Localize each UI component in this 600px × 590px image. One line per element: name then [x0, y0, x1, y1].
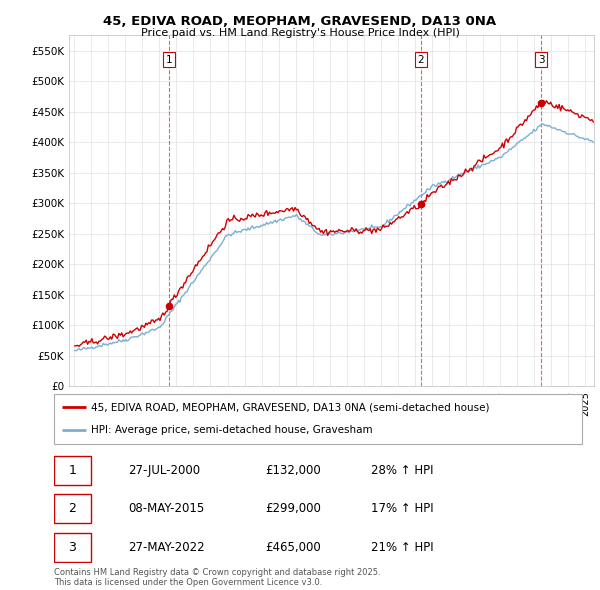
Text: 17% ↑ HPI: 17% ↑ HPI	[371, 502, 433, 516]
Text: 2: 2	[418, 55, 424, 65]
Text: 28% ↑ HPI: 28% ↑ HPI	[371, 464, 433, 477]
Text: 45, EDIVA ROAD, MEOPHAM, GRAVESEND, DA13 0NA: 45, EDIVA ROAD, MEOPHAM, GRAVESEND, DA13…	[103, 15, 497, 28]
Text: 1: 1	[166, 55, 172, 65]
Text: Price paid vs. HM Land Registry's House Price Index (HPI): Price paid vs. HM Land Registry's House …	[140, 28, 460, 38]
Text: 2: 2	[68, 502, 76, 516]
Text: HPI: Average price, semi-detached house, Gravesham: HPI: Average price, semi-detached house,…	[91, 425, 373, 435]
Text: 08-MAY-2015: 08-MAY-2015	[128, 502, 204, 516]
Text: 3: 3	[538, 55, 545, 65]
Text: 1: 1	[68, 464, 76, 477]
FancyBboxPatch shape	[54, 533, 91, 562]
Text: 3: 3	[68, 540, 76, 554]
Text: 27-MAY-2022: 27-MAY-2022	[128, 540, 205, 554]
Text: £465,000: £465,000	[265, 540, 321, 554]
FancyBboxPatch shape	[54, 494, 91, 523]
FancyBboxPatch shape	[54, 456, 91, 485]
Text: £299,000: £299,000	[265, 502, 321, 516]
Text: 45, EDIVA ROAD, MEOPHAM, GRAVESEND, DA13 0NA (semi-detached house): 45, EDIVA ROAD, MEOPHAM, GRAVESEND, DA13…	[91, 402, 490, 412]
Text: £132,000: £132,000	[265, 464, 321, 477]
FancyBboxPatch shape	[54, 394, 582, 444]
Text: Contains HM Land Registry data © Crown copyright and database right 2025.
This d: Contains HM Land Registry data © Crown c…	[54, 568, 380, 587]
Text: 21% ↑ HPI: 21% ↑ HPI	[371, 540, 433, 554]
Text: 27-JUL-2000: 27-JUL-2000	[128, 464, 200, 477]
